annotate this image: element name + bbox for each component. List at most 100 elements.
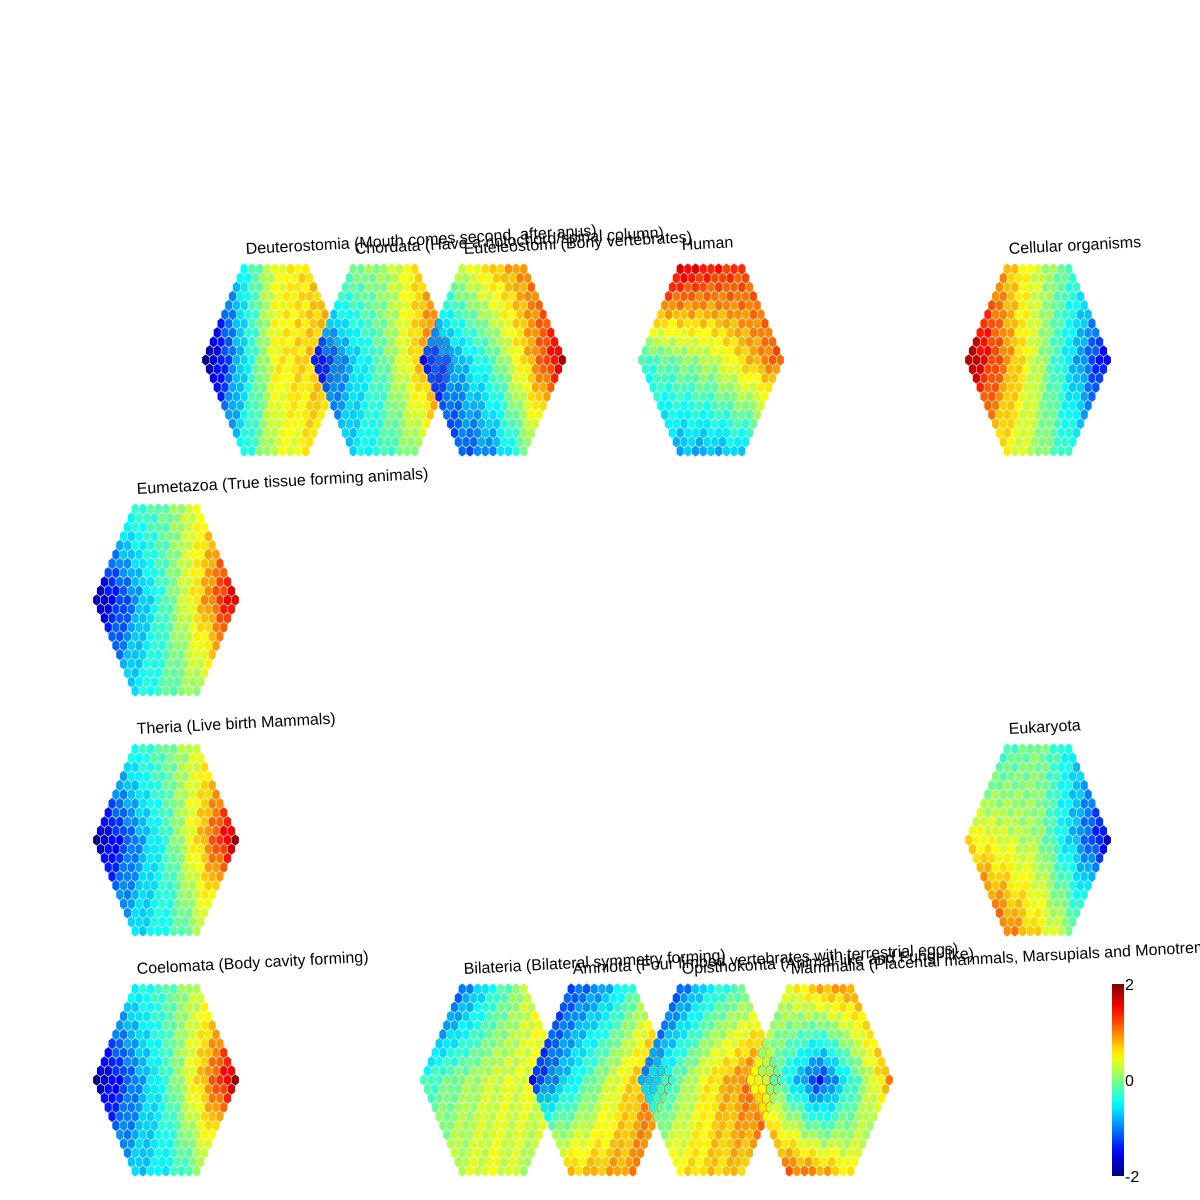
- som-cell: [139, 1019, 147, 1031]
- som-cell: [244, 436, 252, 448]
- som-cell: [734, 290, 742, 302]
- som-cell: [571, 1028, 579, 1041]
- som-cell: [711, 272, 719, 284]
- som-cell: [715, 354, 723, 366]
- som-cell: [193, 1038, 201, 1050]
- som-cell: [116, 852, 124, 864]
- som-cell: [649, 1083, 657, 1095]
- som-cell: [290, 345, 298, 357]
- som-cell: [96, 843, 105, 855]
- som-cell: [742, 381, 750, 393]
- som-cell: [749, 345, 757, 357]
- som-cell: [1030, 363, 1038, 375]
- som-cell: [539, 308, 547, 321]
- som-cell: [785, 1001, 793, 1013]
- som-cell: [189, 788, 197, 801]
- som-cell: [435, 336, 443, 348]
- som-cell: [415, 308, 423, 321]
- som-cell: [1022, 436, 1031, 448]
- som-cell: [372, 445, 380, 457]
- som-cell: [252, 436, 260, 448]
- colorbar-tick-min: -2: [1125, 1169, 1139, 1186]
- som-cell: [193, 539, 201, 551]
- som-cell: [380, 390, 388, 402]
- som-cell: [676, 354, 684, 366]
- som-cell: [851, 1101, 859, 1113]
- som-cell: [1080, 372, 1088, 384]
- som-cell: [338, 363, 346, 375]
- som-cell: [668, 1074, 677, 1086]
- som-cell: [602, 1138, 610, 1150]
- som-cell: [108, 834, 116, 846]
- som-cell: [688, 308, 696, 321]
- som-cell: [481, 445, 489, 457]
- som-cell: [458, 1056, 466, 1068]
- som-cell: [692, 1056, 700, 1068]
- som-cell: [338, 290, 346, 302]
- som-cell: [661, 372, 669, 384]
- som-cell: [548, 1101, 556, 1113]
- som-cell: [715, 1001, 723, 1013]
- som-cell: [411, 372, 419, 384]
- som-cell: [749, 363, 757, 375]
- som-cell: [512, 1147, 520, 1159]
- som-cell: [411, 354, 419, 366]
- som-cell: [135, 585, 143, 597]
- som-cell: [858, 1047, 866, 1059]
- som-cell: [177, 816, 185, 828]
- som-cell: [793, 1038, 801, 1050]
- som-cell: [847, 1074, 855, 1086]
- som-cell: [839, 1147, 847, 1159]
- som-cell: [531, 1028, 539, 1041]
- som-cell: [154, 798, 162, 810]
- som-cell: [703, 1138, 711, 1150]
- som-cell: [240, 281, 248, 293]
- panel-title-eumetazoa: Eumetazoa (True tissue forming animals): [136, 466, 428, 498]
- som-cell: [345, 290, 353, 302]
- som-cell: [256, 372, 264, 384]
- som-cell: [512, 409, 520, 421]
- som-cell: [976, 807, 984, 819]
- som-cell: [447, 290, 455, 302]
- som-cell: [166, 1047, 174, 1059]
- som-cell: [1049, 427, 1057, 439]
- som-cell: [143, 916, 151, 928]
- som-cell: [162, 925, 170, 937]
- som-cell: [1007, 898, 1015, 910]
- som-cell: [197, 603, 205, 615]
- som-cell: [730, 1001, 738, 1013]
- som-cell: [644, 1038, 652, 1050]
- som-cell: [462, 436, 470, 448]
- som-cell: [458, 983, 466, 995]
- som-cell: [298, 418, 306, 430]
- som-cell: [672, 418, 680, 430]
- som-cell: [220, 1065, 228, 1077]
- som-cell: [439, 1083, 447, 1095]
- som-cell: [847, 1019, 855, 1031]
- som-cell: [357, 299, 365, 311]
- som-cell: [711, 1028, 719, 1041]
- som-cell: [602, 1156, 610, 1168]
- som-cell: [527, 372, 536, 384]
- panel-title-mammalia: Mammalia (Placental mammals, Marsupials …: [790, 938, 1200, 978]
- som-cell: [843, 1010, 851, 1022]
- som-cell: [224, 816, 232, 828]
- som-cell: [512, 1165, 520, 1177]
- som-cell: [1045, 752, 1054, 764]
- som-cell: [665, 381, 673, 393]
- som-cell: [104, 843, 112, 855]
- som-cell: [112, 639, 120, 652]
- som-cell: [225, 390, 233, 402]
- som-cell: [212, 585, 220, 597]
- som-cell: [774, 1028, 782, 1041]
- som-cell: [745, 372, 754, 384]
- som-cell: [220, 1101, 228, 1113]
- som-cell: [1015, 418, 1023, 430]
- som-cell: [847, 1001, 855, 1013]
- som-cell: [380, 372, 388, 384]
- som-cell: [742, 1083, 750, 1095]
- som-cell: [527, 409, 536, 421]
- som-cell: [789, 1065, 797, 1077]
- som-cell: [135, 1028, 143, 1041]
- som-cell: [411, 336, 419, 348]
